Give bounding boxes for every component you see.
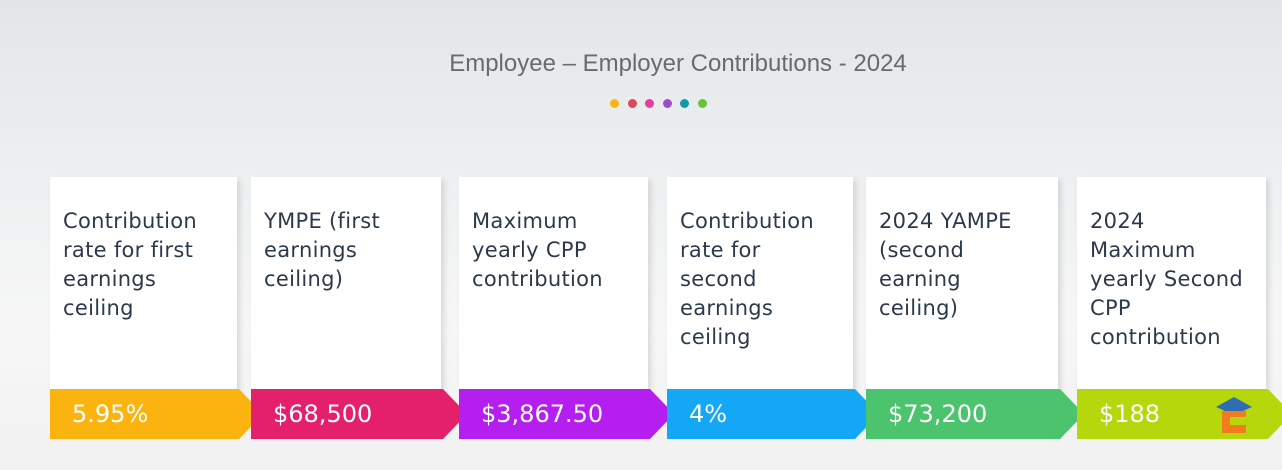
value-ribbon: $68,500: [251, 389, 467, 439]
card-label: 2024 Maximum yearly Second CPP contribut…: [1090, 209, 1243, 349]
value-ribbon: $3,867.50: [459, 389, 674, 439]
value-ribbon: 4%: [667, 389, 879, 439]
logo: [1216, 397, 1252, 433]
card: 2024 YAMPE (second earning ceiling): [866, 177, 1058, 390]
card-label: Maximum yearly CPP contribution: [472, 209, 603, 291]
dot: [610, 99, 619, 108]
value-ribbon: $73,200: [866, 389, 1084, 439]
dot: [627, 99, 637, 108]
value-ribbon: $188: [1077, 389, 1282, 439]
card: Contribution rate for first earnings cei…: [50, 177, 237, 390]
card-label: YMPE (first earnings ceiling): [264, 209, 381, 291]
decorative-dots: [610, 99, 707, 108]
card-label: Contribution rate for second earnings ce…: [680, 209, 814, 349]
card: YMPE (first earnings ceiling): [251, 177, 441, 390]
card: 2024 Maximum yearly Second CPP contribut…: [1077, 177, 1266, 390]
dot: [662, 99, 672, 108]
value-ribbon: 5.95%: [50, 389, 263, 439]
card-label: Contribution rate for first earnings cei…: [63, 209, 197, 320]
dot: [697, 99, 707, 108]
dot: [680, 99, 689, 108]
title: Employee – Employer Contributions - 2024: [449, 50, 907, 77]
card-label: 2024 YAMPE (second earning ceiling): [879, 209, 1012, 320]
card: Contribution rate for second earnings ce…: [667, 177, 853, 390]
card: Maximum yearly CPP contribution: [459, 177, 648, 390]
dot: [645, 99, 654, 108]
